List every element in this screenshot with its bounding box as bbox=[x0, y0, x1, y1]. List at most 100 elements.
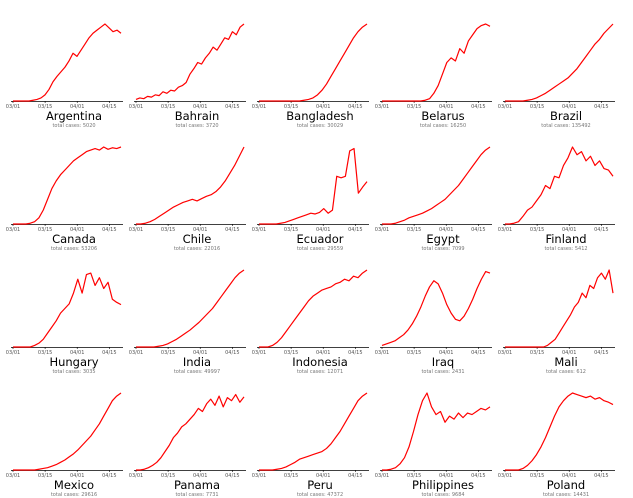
chart-title: Belarus bbox=[421, 109, 465, 123]
chart-bangladesh: 03/01 03/15 04/01 04/15 Bangladesh total case… bbox=[252, 0, 383, 129]
chart-svg: 03/01 03/15 04/01 04/15 bbox=[6, 146, 123, 233]
chart-title: Hungary bbox=[49, 355, 99, 369]
x-tick-label: 03/15 bbox=[38, 227, 52, 233]
x-tick-label: 03/15 bbox=[407, 473, 421, 479]
series-line bbox=[382, 392, 491, 471]
chart-subtitle: total cases: 53206 bbox=[50, 246, 98, 252]
x-tick-label: 03/15 bbox=[284, 227, 298, 233]
x-tick-label: 04/01 bbox=[439, 350, 453, 356]
x-tick-label: 04/01 bbox=[439, 473, 453, 479]
x-tick-label: 04/01 bbox=[439, 227, 453, 233]
x-tick-label: 03/01 bbox=[129, 104, 143, 110]
chart-subtitle: total cases: 16250 bbox=[419, 123, 467, 129]
x-tick-label: 04/15 bbox=[348, 350, 362, 356]
chart-title: Poland bbox=[546, 478, 586, 492]
x-tick-label: 03/15 bbox=[530, 104, 544, 110]
x-tick-label: 04/15 bbox=[471, 104, 485, 110]
x-tick-label: 03/01 bbox=[498, 473, 512, 479]
x-tick-label: 04/15 bbox=[225, 227, 239, 233]
x-tick-label: 03/01 bbox=[498, 227, 512, 233]
chart-title: Iraq bbox=[431, 355, 455, 369]
chart-subtitle: total cases: 29559 bbox=[296, 246, 344, 252]
series-line bbox=[381, 270, 491, 347]
x-tick-label: 03/15 bbox=[161, 473, 175, 479]
x-tick-label: 03/01 bbox=[6, 227, 20, 233]
x-tick-label: 04/15 bbox=[348, 227, 362, 233]
chart-iraq: 03/01 03/15 04/01 04/15 Iraq total cases: 243… bbox=[375, 246, 506, 375]
chart-subtitle: total cases: 14431 bbox=[542, 492, 590, 498]
chart-svg: 03/01 03/15 04/01 04/15 bbox=[375, 23, 492, 110]
x-tick-label: 03/15 bbox=[284, 104, 298, 110]
chart-title: Ecuador bbox=[296, 232, 344, 246]
x-tick-label: 03/15 bbox=[38, 350, 52, 356]
chart-svg: 03/01 03/15 04/01 04/15 bbox=[129, 269, 246, 356]
chart-subtitle: total cases: 22016 bbox=[173, 246, 221, 252]
chart-title: Panama bbox=[173, 478, 221, 492]
chart-philippines: 03/01 03/15 04/01 04/15 Philippines total cas… bbox=[375, 369, 506, 498]
chart-title: Philippines bbox=[412, 478, 474, 492]
chart-title: Bangladesh bbox=[286, 109, 354, 123]
chart-title: Canada bbox=[52, 232, 96, 246]
x-tick-label: 04/01 bbox=[193, 227, 207, 233]
chart-svg: 03/01 03/15 04/01 04/15 bbox=[6, 272, 123, 356]
x-tick-label: 03/01 bbox=[252, 104, 266, 110]
series-line bbox=[13, 272, 122, 348]
x-tick-label: 03/01 bbox=[498, 104, 512, 110]
x-tick-label: 04/15 bbox=[348, 104, 362, 110]
x-tick-label: 04/01 bbox=[316, 473, 330, 479]
chart-subtitle: total cases: 12071 bbox=[296, 369, 344, 375]
x-tick-label: 04/15 bbox=[225, 473, 239, 479]
x-tick-label: 04/15 bbox=[102, 350, 116, 356]
x-tick-label: 03/15 bbox=[284, 350, 298, 356]
chart-poland: 03/01 03/15 04/01 04/15 Poland total cases: 1… bbox=[498, 369, 629, 498]
x-tick-label: 03/01 bbox=[375, 473, 389, 479]
chart-subtitle: total cases: 135492 bbox=[541, 123, 591, 129]
series-line bbox=[13, 146, 122, 225]
x-tick-label: 04/15 bbox=[594, 473, 608, 479]
x-tick-label: 04/15 bbox=[471, 350, 485, 356]
series-line bbox=[259, 392, 368, 471]
series-line bbox=[382, 146, 491, 225]
chart-indonesia: 03/01 03/15 04/01 04/15 Indonesia total cases… bbox=[252, 246, 383, 375]
x-tick-label: 04/01 bbox=[562, 104, 576, 110]
x-tick-label: 04/15 bbox=[471, 227, 485, 233]
chart-svg: 03/01 03/15 04/01 04/15 bbox=[498, 23, 615, 110]
x-tick-label: 04/15 bbox=[594, 350, 608, 356]
x-tick-label: 03/15 bbox=[284, 473, 298, 479]
x-tick-label: 03/15 bbox=[407, 350, 421, 356]
chart-mexico: 03/01 03/15 04/01 04/15 Mexico total cases: 2… bbox=[6, 369, 137, 498]
x-tick-label: 04/01 bbox=[316, 350, 330, 356]
x-tick-label: 03/01 bbox=[6, 104, 20, 110]
x-tick-label: 04/15 bbox=[471, 473, 485, 479]
x-tick-label: 04/01 bbox=[439, 104, 453, 110]
x-tick-label: 03/01 bbox=[375, 227, 389, 233]
chart-svg: 03/01 03/15 04/01 04/15 bbox=[498, 269, 615, 356]
x-tick-label: 03/01 bbox=[129, 473, 143, 479]
x-tick-label: 03/15 bbox=[161, 104, 175, 110]
x-tick-label: 03/01 bbox=[252, 350, 266, 356]
chart-subtitle: total cases: 9684 bbox=[421, 492, 465, 498]
x-tick-label: 04/15 bbox=[102, 227, 116, 233]
x-tick-label: 03/01 bbox=[129, 350, 143, 356]
x-tick-label: 04/15 bbox=[102, 473, 116, 479]
chart-title: Brazil bbox=[549, 109, 583, 123]
chart-subtitle: total cases: 7099 bbox=[421, 246, 465, 252]
x-tick-label: 04/15 bbox=[102, 104, 116, 110]
chart-finland: 03/01 03/15 04/01 04/15 Finland total cases: … bbox=[498, 123, 629, 252]
chart-bahrain: 03/01 03/15 04/01 04/15 Bahrain total cases: … bbox=[129, 0, 260, 129]
x-tick-label: 03/15 bbox=[530, 350, 544, 356]
chart-svg: 03/01 03/15 04/01 04/15 bbox=[375, 146, 492, 233]
x-tick-label: 03/01 bbox=[498, 350, 512, 356]
chart-subtitle: total cases: 612 bbox=[546, 369, 586, 375]
chart-brazil: 03/01 03/15 04/01 04/15 Brazil total cases: 1… bbox=[498, 0, 629, 129]
x-tick-label: 03/01 bbox=[252, 473, 266, 479]
chart-belarus: 03/01 03/15 04/01 04/15 Belarus total cases: … bbox=[375, 0, 506, 129]
chart-title: Finland bbox=[545, 232, 587, 246]
chart-svg: 03/01 03/15 04/01 04/15 bbox=[498, 392, 615, 479]
x-tick-label: 03/15 bbox=[161, 350, 175, 356]
x-tick-label: 03/15 bbox=[407, 104, 421, 110]
x-tick-label: 03/15 bbox=[530, 473, 544, 479]
chart-subtitle: total cases: 2431 bbox=[421, 369, 465, 375]
series-line bbox=[136, 269, 245, 348]
chart-panama: 03/01 03/15 04/01 04/15 Panama total cases: 7… bbox=[129, 369, 260, 498]
